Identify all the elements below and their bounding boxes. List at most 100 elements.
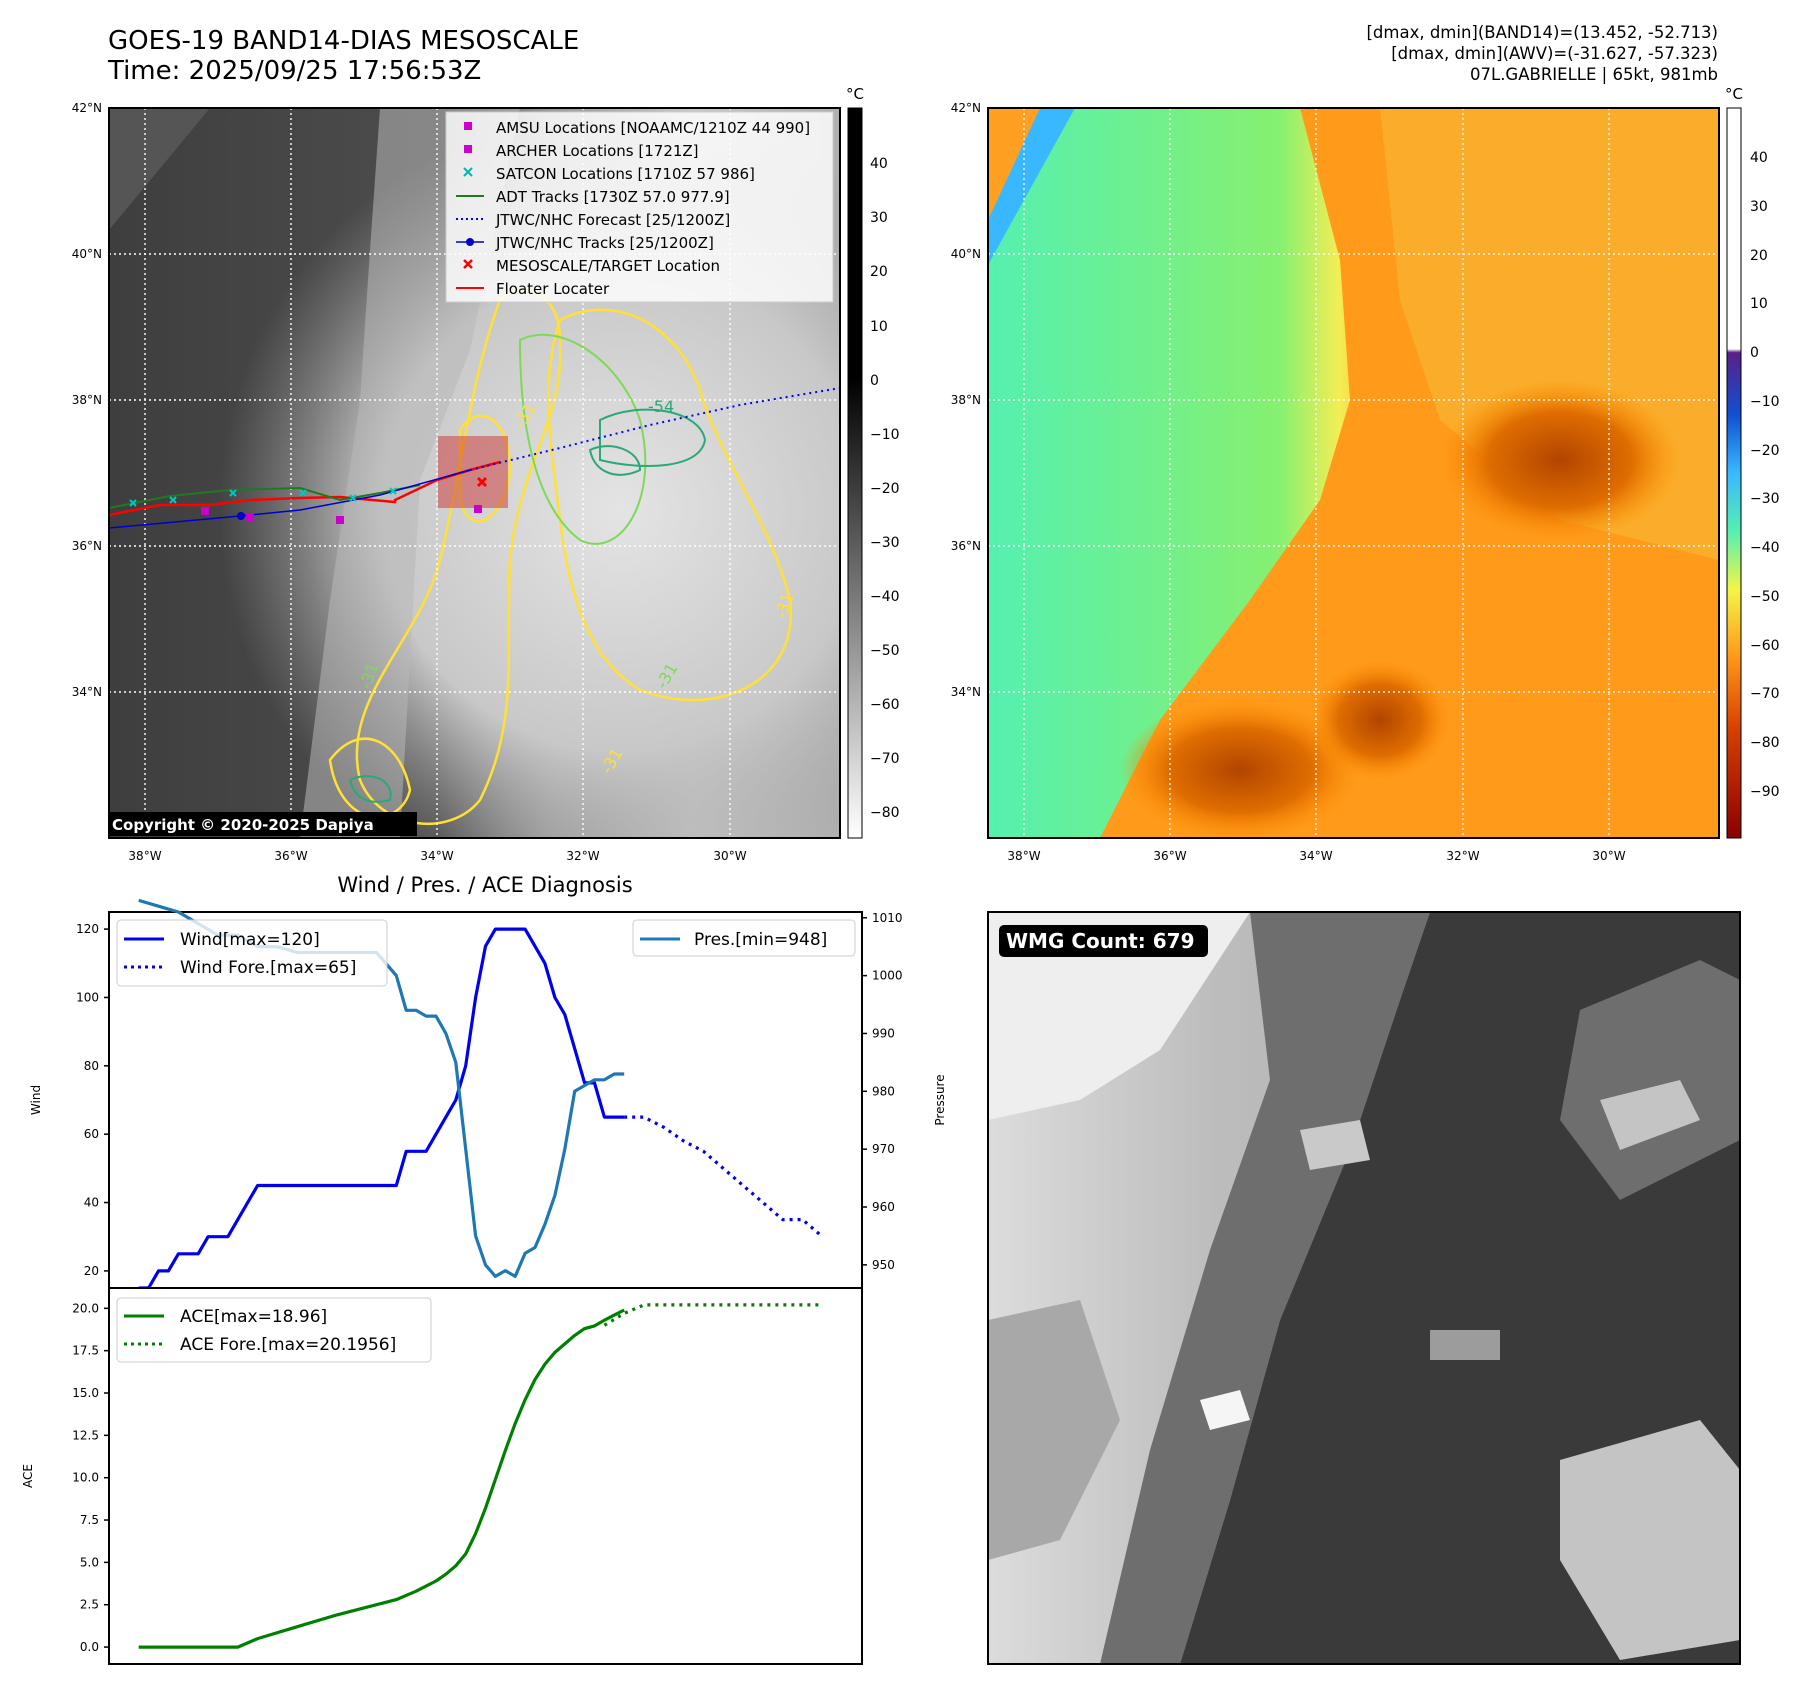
- ace-tick-label: 20.0: [72, 1301, 99, 1315]
- colorbar-tick: 20: [1750, 248, 1768, 264]
- ace-tick-label: 15.0: [72, 1386, 99, 1400]
- colorbar-tick: −10: [870, 427, 900, 443]
- square-marker-icon: [464, 122, 472, 130]
- ace-series-line: [138, 1308, 625, 1649]
- colorbar-tick: 30: [1750, 199, 1768, 215]
- colorbar-tick: −80: [870, 805, 900, 821]
- legend-ace-fore: ACE Fore.[max=20.1956]: [180, 1335, 396, 1355]
- pressure-tick-label: 950: [872, 1258, 895, 1272]
- lat-label: 34°N: [951, 685, 981, 699]
- wind-tick-label: 60: [84, 1127, 99, 1141]
- lat-label: 36°N: [72, 539, 102, 553]
- colorbar-tick: −40: [870, 589, 900, 605]
- x-marker-icon: [463, 259, 473, 269]
- ace-tick-label: 7.5: [80, 1513, 99, 1527]
- lat-label: 40°N: [951, 247, 981, 261]
- wind-tick-label: 80: [84, 1059, 99, 1073]
- lon-label: 30°W: [1592, 849, 1625, 863]
- colorbar-tick: −50: [1750, 589, 1780, 605]
- pressure-tick-label: 1010: [872, 911, 903, 925]
- lon-label: 30°W: [713, 849, 746, 863]
- colorbar-tick: −70: [1750, 686, 1780, 702]
- colorbar-tick: 40: [1750, 150, 1768, 166]
- pressure-tick-label: 960: [872, 1200, 895, 1214]
- colorbar-tick: −50: [870, 643, 900, 659]
- colorbar-tick: −30: [870, 535, 900, 551]
- pressure-legend: Pres.[min=948]: [632, 919, 856, 957]
- lon-label: 38°W: [1007, 849, 1040, 863]
- colorbar-unit: °C: [846, 85, 864, 103]
- legend-forecast: JTWC/NHC Forecast [25/1200Z]: [495, 211, 730, 229]
- legend-target: MESOSCALE/TARGET Location: [496, 257, 720, 275]
- colorbar-unit: °C: [1725, 85, 1743, 103]
- lat-label: 42°N: [951, 101, 981, 115]
- lon-label: 32°W: [1446, 849, 1479, 863]
- legend-ace: ACE[max=18.96]: [180, 1307, 327, 1327]
- diagnosis-title: Wind / Pres. / ACE Diagnosis: [337, 873, 632, 897]
- stats-line-2: [dmax, dmin](AWV)=(-31.627, -57.323): [1391, 44, 1718, 63]
- wind-series-line: [138, 927, 625, 1290]
- wmg-panel: WMG Count: 679: [987, 911, 1741, 1665]
- pressure-tick-label: 980: [872, 1084, 895, 1098]
- wind-legend: Wind[max=120] Wind Fore.[max=65]: [116, 919, 388, 987]
- colorbar-tick: −10: [1750, 394, 1780, 410]
- ir-map-panel: -54 -31 -31 -31 -31 -31 AMSU Locations […: [72, 85, 900, 863]
- ace-tick-label: 5.0: [80, 1555, 99, 1569]
- x-marker-icon: [463, 167, 473, 177]
- ace-tick-label: 10.0: [72, 1471, 99, 1485]
- lon-label: 34°W: [420, 849, 453, 863]
- ace-forecast-line: [603, 1303, 823, 1327]
- wind-forecast-line: [624, 1115, 824, 1238]
- colorbar-tick: −90: [1750, 784, 1780, 800]
- colorbar-tick: −20: [870, 481, 900, 497]
- colorbar-tick: −80: [1750, 735, 1780, 751]
- contour-label: -54: [648, 397, 674, 416]
- legend-amsu: AMSU Locations [NOAAMC/1210Z 44 990]: [496, 119, 810, 137]
- lon-label: 36°W: [274, 849, 307, 863]
- colorbar-tick: −30: [1750, 491, 1780, 507]
- ace-tick-label: 17.5: [72, 1344, 99, 1358]
- colorbar-tick: 20: [870, 264, 888, 280]
- colorbar-tick: −70: [870, 751, 900, 767]
- colorbar-tick: 10: [870, 319, 888, 335]
- legend-pres: Pres.[min=948]: [694, 930, 827, 950]
- square-marker-icon: [464, 145, 472, 153]
- colorbar-tick: −60: [1750, 638, 1780, 654]
- lon-label: 36°W: [1153, 849, 1186, 863]
- legend-wind-fore: Wind Fore.[max=65]: [180, 958, 356, 978]
- legend-archer: ARCHER Locations [1721Z]: [496, 142, 699, 160]
- stats-line-1: [dmax, dmin](BAND14)=(13.452, -52.713): [1366, 23, 1718, 42]
- colorbar-tick: 0: [870, 373, 879, 389]
- awv-map-panel: 42°N 40°N 38°N 36°N 34°N 38°W 36°W 34°W …: [951, 85, 1780, 863]
- stats-line-3: 07L.GABRIELLE | 65kt, 981mb: [1470, 65, 1718, 84]
- title-line-1: GOES-19 BAND14-DIAS MESOSCALE: [108, 26, 580, 56]
- lat-label: 38°N: [72, 393, 102, 407]
- lat-label: 40°N: [72, 247, 102, 261]
- ace-legend: ACE[max=18.96] ACE Fore.[max=20.1956]: [116, 1297, 432, 1363]
- ace-tick-label: 0.0: [80, 1640, 99, 1654]
- title-line-2: Time: 2025/09/25 17:56:53Z: [108, 56, 482, 86]
- colorbar-tick: 0: [1750, 345, 1759, 361]
- ace-tick-label: 12.5: [72, 1428, 99, 1442]
- copyright-label: Copyright © 2020-2025 Dapiya: [112, 816, 374, 834]
- colorbar-tick: −60: [870, 697, 900, 713]
- lat-label: 38°N: [951, 393, 981, 407]
- figure-title: GOES-19 BAND14-DIAS MESOSCALE Time: 2025…: [108, 26, 579, 86]
- ace-axis-label: ACE: [21, 1464, 35, 1488]
- colorbar-tick: 40: [870, 156, 888, 172]
- wind-axis-label: Wind: [29, 1085, 43, 1115]
- pressure-tick-label: 990: [872, 1026, 895, 1040]
- pressure-axis-label: Pressure: [933, 1074, 947, 1125]
- legend-floater: Floater Locater: [496, 280, 610, 298]
- legend-satcon: SATCON Locations [1710Z 57 986]: [496, 165, 755, 183]
- wind-tick-label: 120: [76, 922, 99, 936]
- pressure-tick-label: 1000: [872, 969, 903, 983]
- colorbar-tick: −40: [1750, 540, 1780, 556]
- legend-wind: Wind[max=120]: [180, 930, 320, 950]
- colorbar-tick: 30: [870, 210, 888, 226]
- ace-tick-label: 2.5: [80, 1598, 99, 1612]
- legend-adt: ADT Tracks [1730Z 57.0 977.9]: [496, 188, 730, 206]
- wind-tick-label: 20: [84, 1264, 99, 1278]
- ir-legend: AMSU Locations [NOAAMC/1210Z 44 990] ARC…: [445, 111, 834, 303]
- wind-tick-label: 100: [76, 990, 99, 1004]
